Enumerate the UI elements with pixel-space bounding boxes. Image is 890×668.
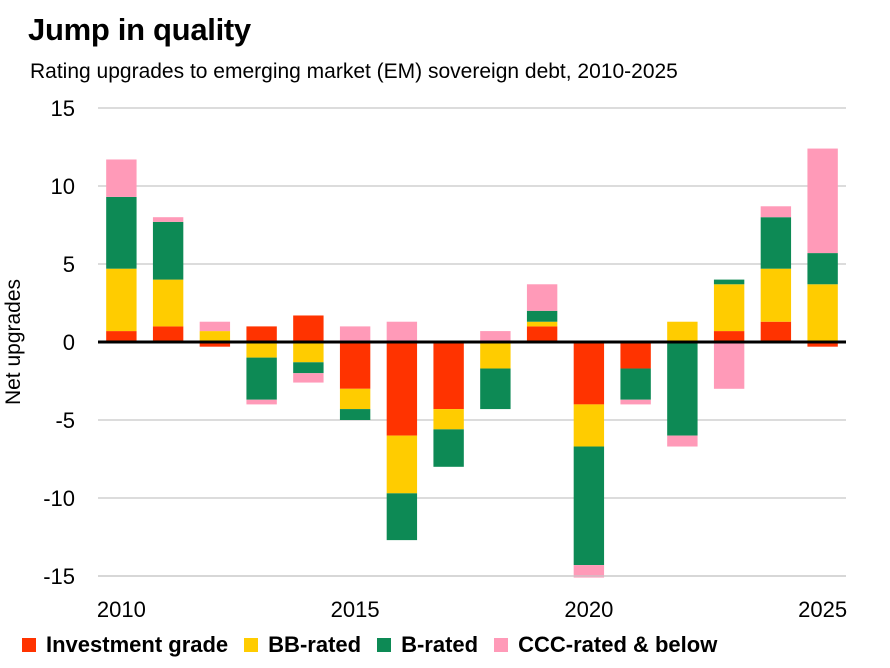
y-tick-label: 0 xyxy=(63,330,75,355)
y-axis-label: Net upgrades xyxy=(2,279,25,405)
bar-segment xyxy=(199,321,231,332)
bar-segment xyxy=(386,342,418,436)
bar-segment xyxy=(386,493,418,541)
y-tick-label: 15 xyxy=(51,96,75,121)
bar-segment xyxy=(667,435,698,447)
bar-segment xyxy=(480,368,511,410)
bar-segment xyxy=(573,446,605,566)
bar-segment xyxy=(807,342,838,347)
legend-item-ccc-rated: CCC-rated & below xyxy=(494,632,717,658)
bar-segment xyxy=(760,268,792,322)
bar-segment xyxy=(106,268,137,332)
bar-segment xyxy=(246,342,277,358)
bar-segment xyxy=(339,326,371,342)
bar-segment xyxy=(573,342,605,405)
y-tick-label: -5 xyxy=(55,408,75,433)
bar-segment xyxy=(293,342,324,363)
bar-segment xyxy=(246,326,277,342)
legend-swatch-bb-rated xyxy=(244,638,259,652)
bar-segment xyxy=(526,326,558,342)
bar-segment xyxy=(106,196,137,269)
bar-segment xyxy=(293,315,324,342)
bar-segment xyxy=(807,253,838,285)
bar-segment xyxy=(339,388,371,410)
legend-item-investment-grade: Investment grade xyxy=(22,632,228,658)
bar-segment xyxy=(106,331,137,342)
bar-segment xyxy=(433,409,464,430)
bar-segment xyxy=(573,565,605,578)
legend-label-ccc-rated: CCC-rated & below xyxy=(518,632,718,657)
bar-segment xyxy=(526,321,558,327)
legend-swatch-investment-grade xyxy=(22,638,36,652)
bar-segment xyxy=(620,342,651,369)
bar-segment xyxy=(106,159,137,197)
bar-segment xyxy=(293,362,324,374)
bar-segment xyxy=(246,357,277,400)
bar-segment xyxy=(433,429,464,467)
legend-label-investment-grade: Investment grade xyxy=(46,632,229,657)
legend-swatch-ccc-rated xyxy=(494,638,509,652)
legend-swatch-b-rated xyxy=(377,638,392,652)
legend-label-b-rated: B-rated xyxy=(401,632,479,657)
bar-segment xyxy=(480,331,511,342)
legend-item-bb-rated: BB-rated xyxy=(244,632,361,658)
bar-segment xyxy=(526,284,558,311)
bar-segment xyxy=(386,435,418,494)
bar-segment xyxy=(433,342,464,410)
y-tick-label: -15 xyxy=(43,564,75,589)
x-tick-label: 2010 xyxy=(97,597,146,622)
y-tick-label: -10 xyxy=(43,486,75,511)
bar-segment xyxy=(573,404,605,447)
bar-segment xyxy=(339,342,371,389)
bar-segment xyxy=(713,279,745,285)
bar-segment xyxy=(152,217,184,222)
bar-segment xyxy=(760,206,792,218)
bar-segment xyxy=(480,342,511,369)
bar-segment xyxy=(199,342,231,347)
legend: Investment grade BB-rated B-rated CCC-ra… xyxy=(22,632,733,658)
legend-item-b-rated: B-rated xyxy=(377,632,478,658)
y-tick-label: 10 xyxy=(51,174,75,199)
bar-segment xyxy=(667,342,698,436)
bar-segment xyxy=(526,310,558,322)
bar-segment xyxy=(807,148,838,254)
bar-segment xyxy=(667,321,698,342)
bar-segment xyxy=(152,221,184,280)
bar-segment xyxy=(760,321,792,342)
bar-segment xyxy=(620,368,651,400)
bar-segment xyxy=(807,284,838,342)
bar-segment xyxy=(246,399,277,405)
bar-segment xyxy=(293,373,324,383)
bar-segment xyxy=(620,399,651,405)
chart-subtitle: Rating upgrades to emerging market (EM) … xyxy=(30,60,678,83)
x-tick-label: 2020 xyxy=(564,597,613,622)
bar-segment xyxy=(713,342,745,389)
x-tick-label: 2015 xyxy=(331,597,380,622)
bar-segment xyxy=(152,326,184,342)
bar-segment xyxy=(760,217,792,269)
bar-segment xyxy=(339,409,371,420)
legend-label-bb-rated: BB-rated xyxy=(268,632,362,657)
bar-segment xyxy=(713,284,745,332)
chart-title: Jump in quality xyxy=(28,12,251,47)
bar-segment xyxy=(386,321,418,342)
bar-segment xyxy=(713,331,745,342)
bar-segment xyxy=(199,331,231,342)
bar-segment xyxy=(152,279,184,327)
y-tick-label: 5 xyxy=(63,252,75,277)
x-tick-label: 2025 xyxy=(798,597,847,622)
